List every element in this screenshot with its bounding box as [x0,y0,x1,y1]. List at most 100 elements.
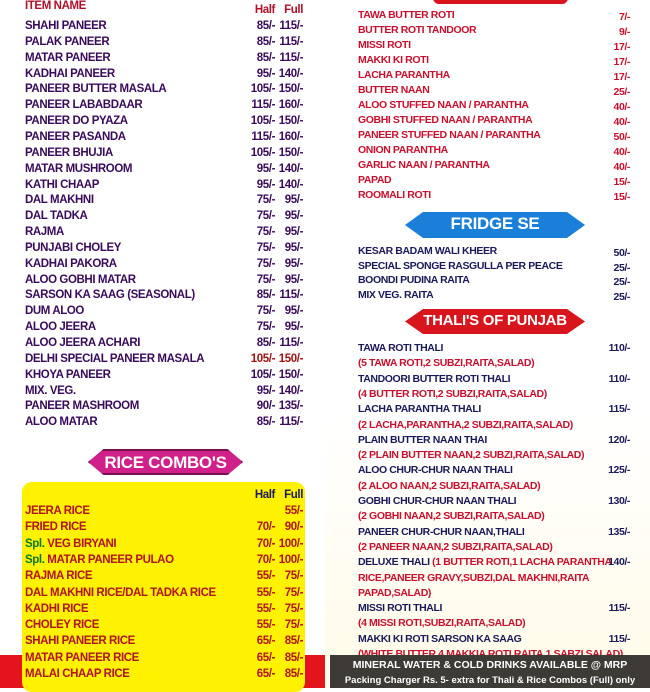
menu-item: PANEER LABABDAAR 115/- 160/- [0,99,325,115]
bread-item-price: 50/- [613,131,631,143]
thali-contents: (2 PLAIN BUTTER NAAN,2 SUBZI,RAITA,SALAD… [358,449,584,461]
main-menu-header: ITEM NAME Half Full [0,0,325,16]
menu-item-full-price: 95/- [284,210,304,223]
thali-name-row: DELUXE THALI (1 BUTTER ROTI,1 LACHA PARA… [325,556,650,571]
thali-inline-contents: (1 BUTTER ROTI,1 LACHA PARANTHA [429,556,612,569]
rice-item-full-price: 75/- [284,602,304,615]
menu-item-half-price: 85/- [256,337,276,349]
bread-item-name: LACHA PARANTHA [358,69,450,81]
thali-name-row: PLAIN BUTTER NAAN THAI 120/- [325,434,650,449]
menu-item: DUM ALOO 75/- 95/- [0,305,325,321]
bread-item-price: 17/- [613,41,631,53]
bread-item: GARLIC NAAN / PARANTHA 40/- [325,159,650,174]
bread-item: LACHA PARANTHA 17/- [325,69,650,84]
menu-item-half-price: 105/- [250,115,276,128]
fridge-item: SPECIAL SPONGE RASGULLA PER PEACE 25/- [325,260,650,275]
menu-item: DELHI SPECIAL PANEER MASALA 105/- 150/- [0,353,325,369]
thali-contents: (5 TAWA ROTI,2 SUBZI,RAITA,SALAD) [358,357,535,369]
menu-item-half-price: 95/- [256,384,276,397]
menu-item-name: PUNJABI CHOLEY [25,241,121,254]
bread-item-name: ALOO STUFFED NAAN / PARANTHA [358,99,529,111]
rice-combos-box [22,482,305,692]
thali-name: DELUXE THALI (1 BUTTER ROTI,1 LACHA PARA… [358,556,612,568]
thali-price: 115/- [608,602,631,615]
bread-item-name: GOBHI STUFFED NAAN / PARANTHA [358,114,533,126]
bread-item-price: 25/- [613,86,631,98]
menu-item-full-price: 95/- [284,194,304,207]
thali-price: 130/- [608,495,630,507]
thali-description: (2 PANEER NAAN,2 SUBZI,RAITA,SALAD) [325,541,650,556]
rice-item-label: FRIED RICE [25,521,87,534]
rice-item-half-price: 70/- [256,521,276,534]
thali-contents-text: RICE,PANEER GRAVY,SUBZI,DAL MAKHNI,RAITA [358,571,590,584]
menu-item: ALOO JEERA 75/- 95/- [0,321,325,337]
menu-item-name: PANEER MASHROOM [25,400,139,413]
menu-item-name: PANEER PASANDA [25,130,126,143]
half-header: Half [254,4,276,16]
thali-contents: (2 LACHA,PARANTHA,2 SUBZI,RAITA,SALAD) [358,419,573,431]
thali-price: 110/- [608,372,631,385]
bread-item: ALOO STUFFED NAAN / PARANTHA 40/- [325,99,650,114]
menu-item-full-price: 95/- [284,241,304,254]
thali-contents-text: (4 BUTTER ROTI,2 SUBZI,RAITA,SALAD) [358,387,547,400]
breads-banner [433,0,568,4]
menu-item: PANEER PASANDA 115/- 160/- [0,131,325,147]
thali-price: 125/- [608,464,630,477]
thali-description: (2 LACHA,PARANTHA,2 SUBZI,RAITA,SALAD) [325,419,650,434]
menu-item-name: PANEER DO PYAZA [25,115,128,128]
rice-item-label: SHAHI PANEER RICE [25,635,135,648]
menu-item-name: PANEER BUTTER MASALA [25,83,167,96]
bread-item: PAPAD 15/- [325,174,650,189]
thali-contents: (2 GOBHI NAAN,2 SUBZI,RAITA,SALAD) [358,510,545,522]
menu-item: SARSON KA SAAG (SEASONAL) 85/- 115/- [0,289,325,305]
bread-item-price: 40/- [613,146,631,158]
fridge-item: BOONDI PUDINA RAITA 25/- [325,274,650,289]
menu-item-name: ALOO GOBHI MATAR [25,273,136,286]
menu-item-name: DAL MAKHNI [25,194,94,207]
thali-description: (5 TAWA ROTI,2 SUBZI,RAITA,SALAD) [325,357,650,372]
bread-item: ONION PARANTHA 40/- [325,144,650,159]
thali-name: MAKKI KI ROTI SARSON KA SAAG [358,633,522,645]
menu-item-half-price: 75/- [256,257,276,270]
thali-price: 140/- [608,556,630,569]
fridge-item-price: 25/- [613,276,631,288]
thali-name-text: ALOO CHUR-CHUR NAAN THALI [358,464,513,477]
rice-item-half-price: 65/- [256,635,276,648]
thali-price: 110/- [608,342,631,354]
menu-item-name: DAL TADKA [25,210,88,223]
menu-item-full-price: 140/- [278,67,304,80]
thali-description: PAPAD,SALAD) [325,587,650,602]
menu-item-name: RAJMA [25,226,64,239]
menu-item-full-price: 160/- [278,130,304,143]
rice-item-half-price: 65/- [256,651,276,664]
menu-item-half-price: 85/- [256,289,276,302]
thali-name: TANDOORI BUTTER ROTI THALI [358,373,511,385]
fridge-se-banner: FRIDGE SE [405,212,585,238]
menu-item: KHOYA PANEER 105/- 150/- [0,369,325,385]
menu-item-half-price: 105/- [250,146,276,159]
bread-item-price: 7/- [618,11,630,23]
menu-item-half-price: 95/- [256,162,276,175]
special-prefix: Spl. [25,553,45,566]
menu-item-full-price: 160/- [278,99,304,112]
thali-description: (4 BUTTER ROTI,2 SUBZI,RAITA,SALAD) [325,388,650,403]
bread-item-price: 40/- [613,116,631,128]
thali-name-row: GOBHI CHUR-CHUR NAAN THALI 130/- [325,495,650,510]
rice-item: KADHI RICE 55/- 75/- [0,603,325,619]
menu-item-half-price: 105/- [250,83,276,96]
menu-item: PANEER MASHROOM 90/- 135/- [0,400,325,416]
rice-item-half-price: 55/- [256,586,276,599]
bread-item: ROOMALI ROTI 15/- [325,189,650,204]
footer-notice: MINERAL WATER & COLD DRINKS AVAILABLE @ … [330,655,650,688]
rice-item-label: MALAI CHAAP RICE [25,668,130,680]
thali-name-row: LACHA PARANTHA THALI 115/- [325,403,650,418]
rice-item: MATAR PANEER RICE 65/- 85/- [0,652,325,668]
menu-item-name: PALAK PANEER [25,35,110,48]
menu-item-full-price: 150/- [278,146,304,159]
rice-item-name: RAJMA RICE [25,570,93,582]
fridge-item: MIX VEG. RAITA 25/- [325,289,650,304]
menu-item: MIX. VEG. 95/- 140/- [0,385,325,401]
menu-item: DAL MAKHNI 75/- 95/- [0,194,325,210]
menu-item: PANEER BHUJIA 105/- 150/- [0,147,325,163]
thali-name-row: TANDOORI BUTTER ROTI THALI 110/- [325,373,650,388]
